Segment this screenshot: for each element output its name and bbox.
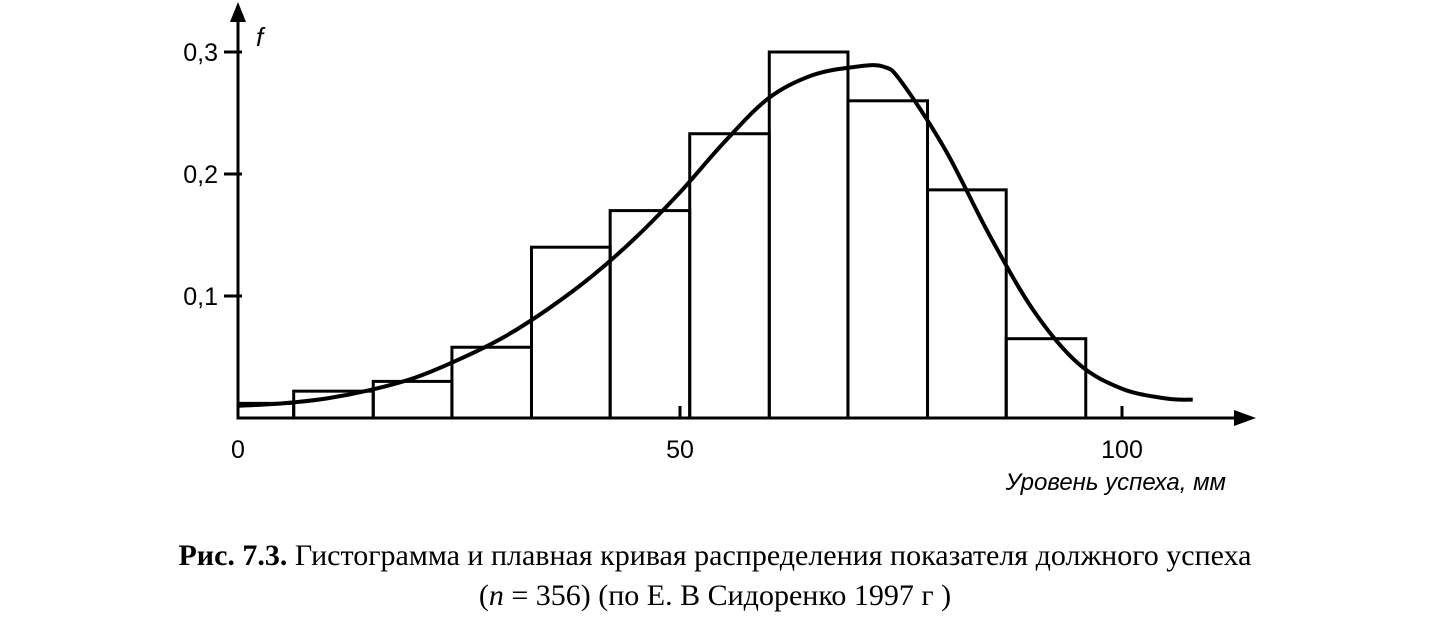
caption-line-1: Рис. 7.3. Гистограмма и плавная кривая р… [0, 536, 1430, 576]
y-ticks: 0,1 0,2 0,3 [183, 39, 242, 311]
y-tick-label-0,1: 0,1 [183, 283, 218, 311]
histogram-bars [236, 50, 1088, 420]
y-axis-label: f [256, 22, 266, 52]
caption-text: Гистограмма и плавная кривая распределен… [294, 539, 1252, 572]
histogram-bar-2 [292, 389, 375, 420]
histogram-bar-7 [688, 132, 771, 420]
x-tick-label-0: 0 [231, 436, 245, 464]
histogram-chart: 0 50 100 0,1 0,2 0,3 f Уровень успеха, мм [183, 2, 1256, 496]
y-tick-label-0,2: 0,2 [183, 161, 218, 189]
histogram-bar-9 [846, 99, 930, 420]
figure-caption: Рис. 7.3. Гистограмма и плавная кривая р… [0, 536, 1430, 616]
y-tick-label-0,3: 0,3 [183, 39, 218, 67]
caption-line-2: (n = 356) (по Е. В Сидоренко 1997 г ) [0, 576, 1430, 616]
x-axis-arrow-icon [1234, 410, 1256, 426]
density-curve [237, 63, 1193, 408]
histogram-bar-6 [608, 209, 692, 420]
caption-label: Рис. 7.3. [178, 539, 288, 572]
x-ticks: 0 50 100 [231, 406, 1143, 464]
x-tick-label-100: 100 [1101, 436, 1143, 464]
caption-n-symbol: n [488, 579, 504, 612]
histogram-bar-10 [926, 188, 1008, 420]
y-axis-arrow-icon [230, 2, 246, 22]
x-axis-label: Уровень успеха, мм [1005, 469, 1226, 496]
caption-open-paren: ( [478, 579, 489, 612]
histogram-bar-11 [1004, 337, 1088, 420]
histogram-bar-8 [767, 50, 850, 420]
caption-sample-source: = 356) (по Е. В Сидоренко 1997 г ) [503, 579, 952, 612]
x-tick-label-50: 50 [666, 436, 694, 464]
